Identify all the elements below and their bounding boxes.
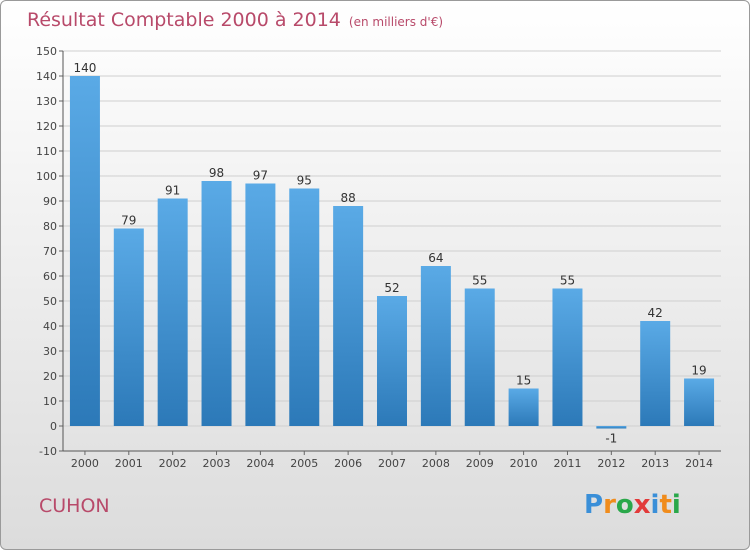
value-label: 55 [560,274,575,288]
y-tick-label: 30 [43,345,57,358]
x-tick-label: 2013 [641,457,669,470]
value-label: 91 [165,184,180,198]
y-tick-label: 80 [43,220,57,233]
y-tick-label: 20 [43,370,57,383]
chart-title-text: Résultat Comptable 2000 à 2014 [27,9,341,31]
x-tick-label: 2008 [422,457,450,470]
x-tick-label: 2009 [466,457,494,470]
x-tick-label: 2003 [203,457,231,470]
bar [113,228,144,426]
chart-subtitle: (en milliers d'€) [348,15,444,29]
y-tick-label: -10 [39,445,57,458]
bar [69,76,100,426]
logo-letter: o [615,490,634,520]
value-label: -1 [605,432,617,446]
x-tick-label: 2002 [159,457,187,470]
value-label: 88 [340,191,355,205]
x-tick-label: 2004 [246,457,274,470]
y-tick-label: 150 [36,45,57,58]
logo-letter: r [603,490,616,520]
bar [640,321,671,426]
bar [420,266,451,426]
bar [377,296,407,426]
y-tick-label: 120 [36,120,57,133]
x-tick-label: 2011 [553,457,581,470]
value-label: 95 [297,174,312,188]
value-label: 98 [209,166,224,180]
x-tick-label: 2006 [334,457,362,470]
x-tick-label: 2014 [685,457,713,470]
value-label: 15 [516,374,531,388]
value-label: 52 [384,281,399,295]
x-tick-label: 2007 [378,457,406,470]
y-tick-label: 140 [36,70,57,83]
logo-letter: i [671,490,681,520]
y-tick-label: 60 [43,270,57,283]
y-tick-label: 130 [36,95,57,108]
y-tick-label: 0 [50,420,57,433]
bar [508,388,539,426]
commune-name: CUHON [39,495,110,517]
logo-letter: x [633,490,651,520]
bar [157,198,188,426]
logo-letter: P [584,490,604,520]
y-tick-label: 90 [43,195,57,208]
logo-letter: i [650,490,660,520]
value-label: 42 [648,306,663,320]
y-tick-label: 100 [36,170,57,183]
bar [201,181,232,426]
x-tick-label: 2000 [71,457,99,470]
value-label: 55 [472,274,487,288]
proxiti-logo: Proxiti [584,490,681,520]
x-tick-label: 2012 [597,457,625,470]
bar [245,183,276,426]
value-label: 97 [253,169,268,183]
bar [333,206,364,426]
y-tick-label: 70 [43,245,57,258]
logo-letter: t [659,490,672,520]
bar [289,188,320,426]
x-tick-label: 2005 [290,457,318,470]
bar [552,288,583,426]
y-tick-label: 40 [43,320,57,333]
x-tick-label: 2010 [510,457,538,470]
y-tick-label: 110 [36,145,57,158]
y-tick-label: 10 [43,395,57,408]
bar [464,288,495,426]
value-label: 64 [428,251,443,265]
value-label: 19 [691,364,706,378]
value-label: 79 [121,214,136,228]
y-tick-label: 50 [43,295,57,308]
bar [596,426,627,429]
chart-title: Résultat Comptable 2000 à 2014 (en millie… [27,9,443,31]
x-tick-label: 2001 [115,457,143,470]
value-label: 140 [73,61,96,75]
bar [684,378,715,426]
